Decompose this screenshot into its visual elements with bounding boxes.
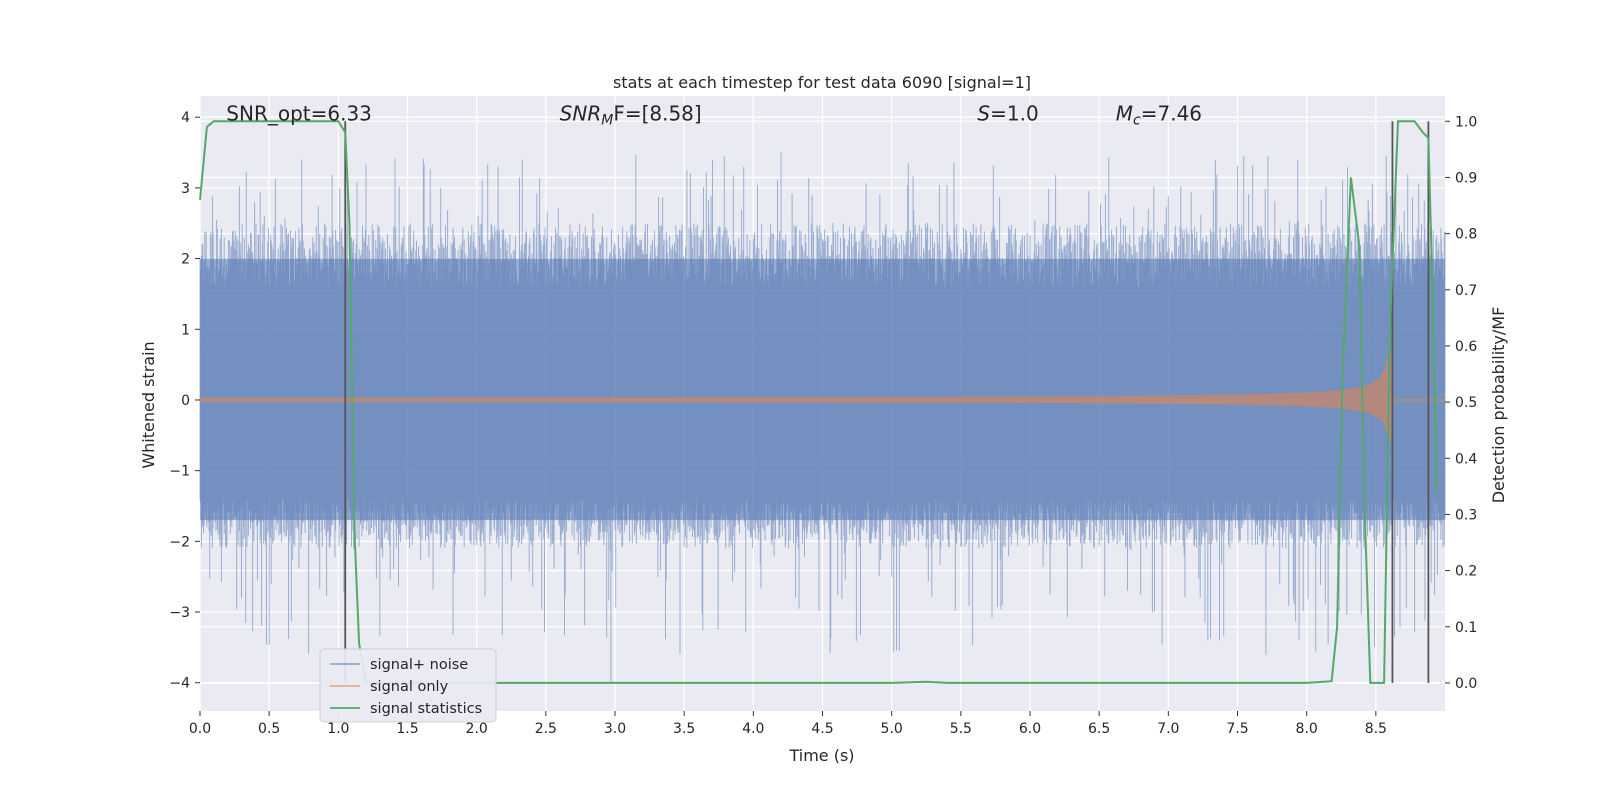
x-tick-label-2: 1.0 (327, 721, 349, 737)
x-tick-label-9: 4.5 (811, 721, 833, 737)
y2-tick-label-4: 0.4 (1455, 451, 1477, 467)
annotation-snr-opt: SNR_opt=6.33 (226, 102, 372, 126)
y2-tick-label-9: 0.9 (1455, 170, 1477, 186)
vertical-markers (344, 121, 1430, 683)
y-tick-label-5: 1 (181, 322, 190, 338)
y2-tick-label-2: 0.2 (1455, 564, 1477, 580)
x-tick-label-11: 5.5 (950, 721, 972, 737)
y2-tick-label-10: 1.0 (1455, 114, 1477, 130)
legend-box (319, 648, 497, 723)
signal-statistics-line (199, 120, 1438, 684)
x-tick-label-1: 0.5 (258, 721, 280, 737)
tick-labels: 0.0 0.5 1.0 1.5 2.0 2.5 3.0 3.5 4.0 4.5 5.0 5.5 6.0 6… (169, 110, 1477, 737)
y2-tick-label-7: 0.7 (1455, 283, 1477, 299)
x-tick-label-12: 6.0 (1019, 721, 1041, 737)
x-tick-label-10: 5.0 (881, 721, 903, 737)
y-tick-label-4: 0 (181, 393, 190, 409)
annotation-mchirp: Mc=7.46 (1116, 102, 1202, 129)
x-tick-label-3: 1.5 (396, 721, 418, 737)
y2-tick-label-5: 0.5 (1455, 395, 1477, 411)
y-axis-label: Whitened strain (139, 341, 158, 468)
signal-noise-trace (199, 152, 1446, 683)
y-tick-label-1: −3 (169, 605, 190, 621)
annotation-s-stat: S=1.0 (977, 102, 1038, 126)
y-tick-label-2: −2 (169, 534, 190, 550)
y-tick-label-6: 2 (181, 252, 190, 268)
series-signal-noise (199, 152, 1446, 683)
x-tick-label-14: 7.0 (1157, 721, 1179, 737)
x-tick-label-17: 8.5 (1365, 721, 1387, 737)
y-tick-label-3: −1 (169, 464, 190, 480)
y-tick-label-0: −4 (169, 676, 190, 692)
y2-axis-label: Detection probability/MF (1489, 307, 1508, 504)
x-tick-label-16: 8.0 (1296, 721, 1318, 737)
x-tick-label-15: 7.5 (1226, 721, 1248, 737)
y2-tick-label-3: 0.3 (1455, 507, 1477, 523)
chart-title: stats at each timestep for test data 609… (613, 73, 1031, 92)
y2-tick-label-6: 0.6 (1455, 339, 1477, 355)
legend-label-signal-only: signal only (370, 679, 449, 695)
x-tick-label-0: 0.0 (189, 721, 211, 737)
legend-label-signal-statistics: signal statistics (370, 701, 482, 717)
legend: signal+ noise signal only signal statist… (319, 648, 497, 723)
y2-tick-label-1: 0.1 (1455, 620, 1477, 636)
x-tick-label-8: 4.0 (742, 721, 764, 737)
x-tick-label-13: 6.5 (1088, 721, 1110, 737)
y-tick-label-7: 3 (181, 181, 190, 197)
annotation-snr-mf: SNRMF=[8.58] (560, 102, 702, 129)
series-signal-statistics (199, 120, 1438, 684)
y2-tick-label-0: 0.0 (1455, 676, 1477, 692)
x-tick-label-4: 2.0 (466, 721, 488, 737)
y-tick-label-8: 4 (181, 110, 190, 126)
y2-tick-label-8: 0.8 (1455, 227, 1477, 243)
x-axis-label: Time (s) (788, 746, 854, 765)
x-tick-label-7: 3.5 (673, 721, 695, 737)
annotations: SNR_opt=6.33 SNRMF=[8.58] S=1.0 Mc=7.46 (226, 102, 1202, 129)
x-tick-label-5: 2.5 (535, 721, 557, 737)
legend-label-signal-noise: signal+ noise (370, 657, 468, 673)
x-tick-label-6: 3.0 (604, 721, 626, 737)
